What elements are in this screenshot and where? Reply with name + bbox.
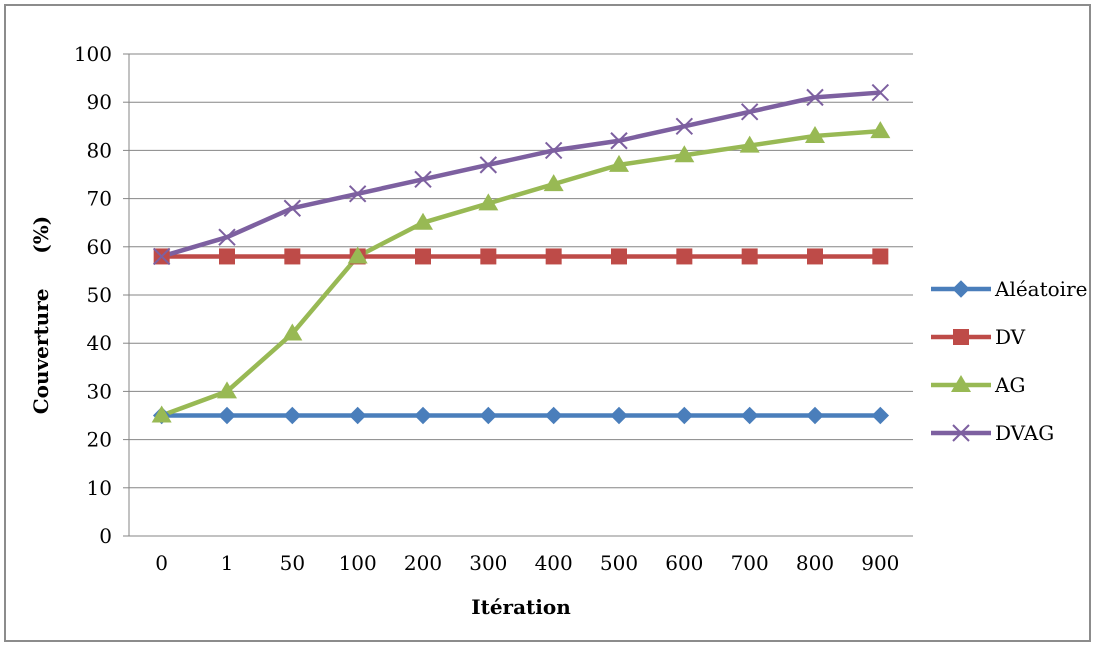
data-point-aléatoire [283,406,302,425]
data-point-aléatoire [479,406,498,425]
data-point-aléatoire [610,406,628,425]
series-markers [151,83,891,425]
data-point-ag [282,323,303,341]
y-tick-label: 50 [87,283,112,307]
data-point-dv [284,248,301,265]
data-point-ag [347,246,368,264]
y-tick-label: 80 [87,138,112,162]
legend-marker [952,280,970,298]
data-point-dvag [414,170,432,189]
chart-frame: 0 10 20 30 40 50 60 70 80 90 100 0 1 50 100 200 300 400 5… [4,4,1091,642]
data-point-ag [805,125,825,143]
data-point-dvag [152,247,171,266]
data-point-aléatoire [740,406,759,425]
data-point-dvag [871,83,890,102]
data-point-dv [480,248,497,265]
series-line-dvag [161,90,881,259]
y-axis-title: Couverture (%) [29,216,53,414]
y-tick-label: 90 [87,90,112,114]
gridlines [129,53,913,489]
x-tick-label: 400 [535,551,573,575]
x-tick-label: 0 [155,551,168,575]
data-point-dv [415,248,431,265]
data-point-dvag [348,185,367,203]
legend-item: DV [931,325,1026,349]
x-tick-label: 50 [280,551,305,575]
legend-label: Aléatoire [994,277,1087,301]
data-point-ag [543,174,564,192]
axes [123,53,913,537]
line-chart: 0 10 20 30 40 50 60 70 80 90 100 0 1 50 100 200 300 400 5… [29,42,1087,619]
data-point-ag [674,145,695,163]
y-tick-label: 30 [87,379,112,403]
legend-item: Aléatoire [931,277,1087,301]
data-point-aléatoire [806,406,824,425]
data-point-dvag [740,103,759,121]
data-point-ag [478,193,499,211]
data-point-ag [609,154,629,172]
data-point-dvag [806,88,824,107]
legend-label: DVAG [995,421,1054,445]
data-point-dvag [544,141,563,160]
data-point-dv [807,248,823,265]
y-tick-label: 10 [87,476,112,500]
y-tick-label: 0 [99,524,112,548]
x-tick-label: 500 [600,551,638,575]
x-tick-label: 700 [731,551,769,575]
data-point-dv [219,248,235,265]
y-tick-label: 40 [87,331,112,355]
data-point-aléatoire [871,406,890,425]
legend-label: AG [994,373,1025,397]
series-line-ag [160,128,881,418]
data-point-aléatoire [675,406,694,425]
y-tick-label: 60 [87,235,112,259]
y-tick-label: 20 [87,428,112,452]
x-tick-labels: 0 1 50 100 200 300 400 500 600 700 800 900 [155,551,899,575]
x-tick-label: 100 [339,551,377,575]
legend-marker [953,329,969,345]
series-lines [160,90,881,418]
legend-item: AG [931,373,1025,397]
data-point-dv [676,248,693,265]
data-point-dvag [675,117,694,136]
x-tick-label: 900 [861,551,899,575]
data-point-ag [217,381,237,399]
data-point-dvag [283,199,302,217]
y-tick-labels: 0 10 20 30 40 50 60 70 80 90 100 [74,42,112,548]
data-point-ag [739,135,760,153]
x-tick-label: 600 [665,551,703,575]
data-point-aléatoire [544,406,563,425]
legend-label: DV [995,325,1026,349]
data-point-dv [611,248,627,265]
data-point-ag [870,121,891,139]
data-point-ag [413,212,433,230]
data-point-dv [741,248,758,265]
data-point-aléatoire [414,406,432,425]
data-point-ag [151,405,172,423]
data-point-dv [545,248,562,265]
x-tick-label: 300 [469,551,507,575]
y-tick-label: 100 [74,42,112,66]
legend-marker [952,424,970,442]
x-tick-label: 200 [404,551,442,575]
y-tick-label: 70 [87,187,112,211]
x-axis-title: Itération [471,595,571,619]
data-point-dv [872,248,889,265]
legend-item: DVAG [931,421,1054,445]
data-point-dvag [479,156,498,174]
data-point-aléatoire [218,406,236,425]
x-tick-label: 800 [796,551,834,575]
data-point-dvag [218,228,236,246]
data-point-aléatoire [348,406,367,425]
x-tick-label: 1 [221,551,234,575]
legend-marker [951,375,971,392]
data-point-dvag [610,132,628,150]
